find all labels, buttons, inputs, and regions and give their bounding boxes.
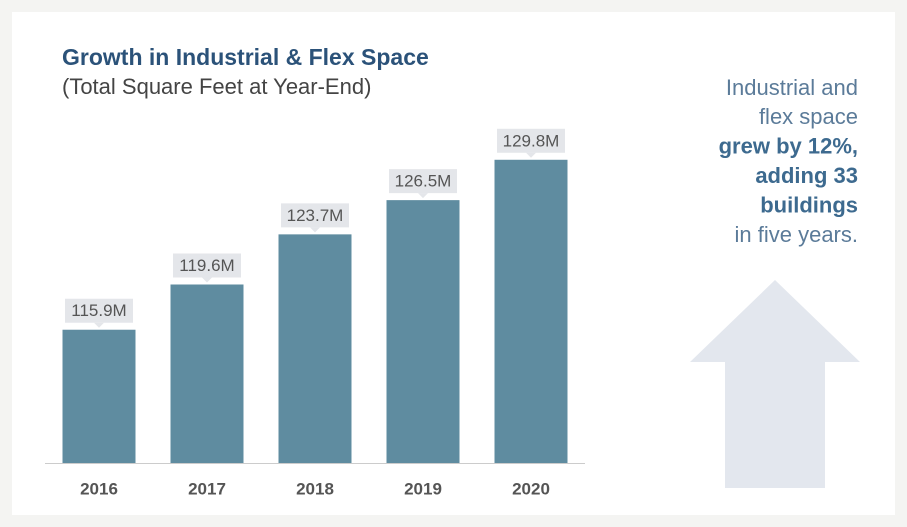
annotation-line: buildings — [760, 192, 858, 217]
chart-title: Growth in Industrial & Flex Space — [62, 44, 429, 70]
annotation-line: flex space — [759, 104, 858, 129]
value-label-pointer — [418, 193, 428, 199]
bar — [62, 329, 136, 463]
x-tick-label: 2016 — [80, 479, 118, 498]
chart-subtitle: (Total Square Feet at Year-End) — [62, 74, 371, 99]
bar — [386, 200, 460, 463]
bar — [494, 159, 568, 463]
value-label: 126.5M — [395, 172, 452, 191]
value-label: 115.9M — [71, 301, 126, 320]
x-tick-label: 2019 — [404, 479, 442, 498]
value-label: 129.8M — [503, 131, 560, 150]
value-label-box — [65, 298, 133, 323]
x-tick-label: 2017 — [188, 479, 226, 498]
value-label: 119.6M — [179, 256, 234, 275]
value-label-box — [173, 253, 241, 278]
value-label-pointer — [202, 277, 212, 283]
annotation-line: grew by 12%, — [719, 134, 858, 159]
annotation-line: Industrial and — [726, 75, 858, 100]
value-label: 123.7M — [287, 206, 344, 225]
value-label-box — [497, 128, 565, 153]
annotation-line: in five years. — [735, 222, 859, 247]
up-arrow — [690, 280, 860, 488]
value-label-box — [281, 203, 349, 228]
value-label-pointer — [310, 227, 320, 233]
value-label-pointer — [526, 152, 536, 158]
x-tick-label: 2018 — [296, 479, 334, 498]
bar — [170, 284, 244, 463]
annotation-line: adding 33 — [755, 163, 858, 188]
x-tick-label: 2020 — [512, 479, 550, 498]
value-label-box — [389, 169, 457, 194]
value-label-pointer — [94, 322, 104, 328]
bar — [278, 234, 352, 463]
